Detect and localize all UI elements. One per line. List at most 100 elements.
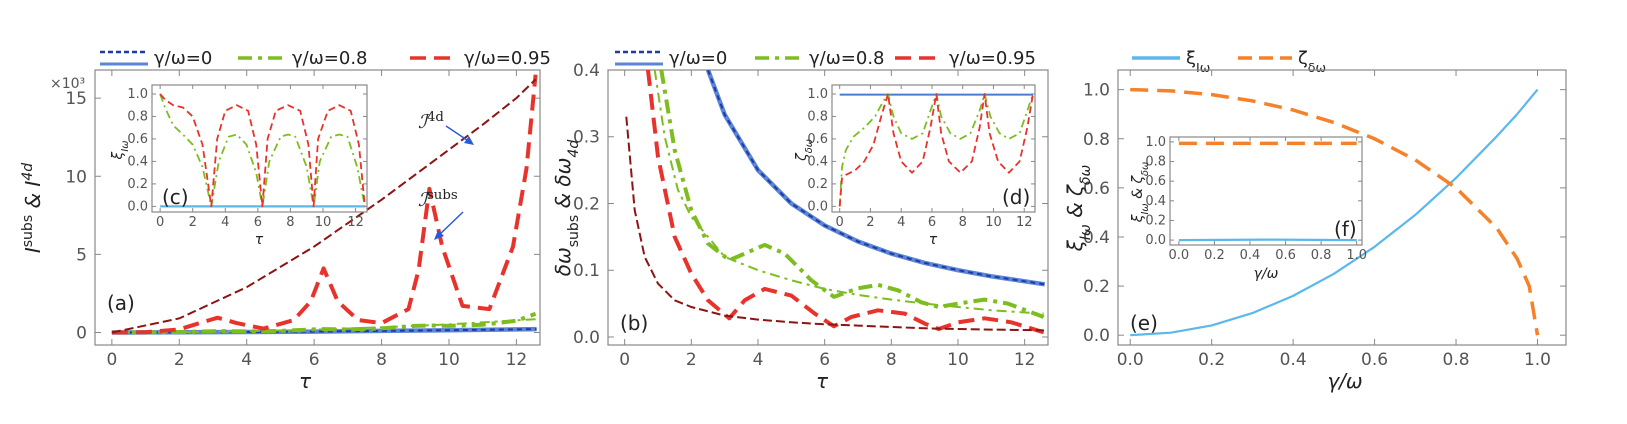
chart-c-ytick-label: 0.4 (127, 154, 148, 169)
chart-a-xtick-label: 12 (506, 350, 528, 370)
chart-c-xtick-label: 12 (347, 215, 364, 230)
chart-f-ytick-label: 0.4 (1145, 194, 1166, 209)
chart-a-ylabel: Isubs & I4d (20, 163, 45, 253)
chart-d-xlabel: τ (929, 232, 938, 248)
chart-a-xtick-label: 0 (106, 350, 117, 370)
chart-b-ytick-label: 0.4 (573, 61, 600, 81)
chart-f-xtick-label: 0.6 (1275, 248, 1296, 263)
chart-e-xtick-label: 0.8 (1443, 350, 1470, 370)
chart-c-xtick-label: 10 (315, 215, 332, 230)
chart-b-ytick-label: 0.2 (573, 194, 600, 214)
chart-c-series-3 (159, 93, 366, 208)
chart-d-ytick-label: 0.4 (807, 154, 828, 169)
legend-b-entry-3-label: γ/ω=0.95 (949, 48, 1036, 69)
chart-f-series-1 (1178, 238, 1357, 242)
chart-a-ytick-label: 10 (65, 167, 87, 187)
chart-e: 0.0 0.2 0.4 0.6 0.8 1.0 0.0 0.2 0.4 0.6 0.8 1.0 γ/ω ξ… (1063, 69, 1567, 393)
chart-e-xtick-label: 0.4 (1280, 350, 1307, 370)
chart-c-panel-label: (c) (162, 185, 189, 209)
chart-c-xtick-label: 0 (156, 215, 164, 230)
chart-e-ytick-label: 0.6 (1083, 179, 1110, 199)
legend-b: γ/ω=0 γ/ω=0.8 γ/ω=0.95 (615, 48, 1036, 69)
chart-b-series-group (625, 70, 1046, 335)
chart-f-xtick-label: 0.0 (1169, 248, 1190, 263)
chart-f-ytick-label: 0.0 (1145, 233, 1166, 248)
chart-b-ytick-label: 0.3 (573, 128, 600, 148)
chart-c-ytick-label: 0.2 (127, 177, 148, 192)
chart-a-ytick-label: 15 (65, 89, 87, 109)
chart-d-series-3 (838, 93, 1034, 207)
chart-e-ytick-label: 0.2 (1083, 277, 1110, 297)
chart-b-ytick-label: 0.1 (573, 261, 600, 281)
chart-c-ytick-label: 1.0 (127, 87, 148, 102)
chart-a-multiplier: ×10³ (50, 76, 85, 92)
legend-b-entry-1-label: γ/ω=0 (669, 48, 727, 69)
chart-b: 0 2 4 6 8 10 12 0.0 0.1 0.2 0.3 0.4 τ δωsubs & δω4d (b… (551, 61, 1049, 393)
chart-a-xtick-label: 4 (241, 350, 252, 370)
chart-f-xtick-label: 0.2 (1204, 248, 1225, 263)
chart-d-xtick-label: 12 (1016, 215, 1033, 230)
chart-f-panel-label: (f) (1334, 217, 1357, 241)
legend-a-entry-2-label: γ/ω=0.8 (292, 48, 368, 69)
chart-e-xtick-label: 0.0 (1117, 350, 1144, 370)
chart-f-xlabel: γ/ω (1254, 266, 1279, 282)
chart-a-frame (94, 69, 541, 346)
chart-b-xtick-label: 12 (1014, 350, 1036, 370)
chart-b-ytick-label: 0.0 (573, 328, 600, 348)
chart-e-xtick-label: 0.2 (1198, 350, 1225, 370)
chart-b-series-1-overlay (707, 70, 1045, 286)
chart-b-series-5 (625, 116, 1044, 332)
chart-f-ytick-label: 0.6 (1145, 174, 1166, 189)
legend-e-entry-1-label: ξIω (1186, 48, 1210, 75)
chart-a-annotation-4d-arrow (445, 125, 471, 143)
chart-d-panel-label: (d) (1002, 185, 1030, 209)
chart-d-xtick-label: 8 (959, 215, 967, 230)
chart-b-xtick-label: 4 (753, 350, 764, 370)
chart-b-xtick-label: 8 (886, 350, 897, 370)
chart-b-series-2 (659, 70, 1045, 319)
chart-f-xtick-label: 0.4 (1240, 248, 1261, 263)
chart-d-ylabel: ζδω (794, 139, 815, 162)
chart-a-xtick-label: 10 (438, 350, 460, 370)
legend-e-entry-2-label: ζδω (1298, 48, 1326, 75)
chart-f-xtick-label: 0.8 (1311, 248, 1332, 263)
chart-f-ytick-label: 1.0 (1145, 135, 1166, 150)
chart-c-ytick-label: 0.6 (127, 132, 148, 147)
legend-a-entry-1-label: γ/ω=0 (154, 48, 212, 69)
chart-d-ytick-label: 0.6 (807, 132, 828, 147)
chart-c-xtick-label: 8 (286, 215, 294, 230)
chart-b-xtick-label: 6 (819, 350, 830, 370)
chart-a-series-4 (111, 74, 538, 335)
chart-d-xtick-label: 2 (866, 215, 874, 230)
chart-a-xlabel: τ (299, 369, 312, 393)
chart-d-xtick-label: 10 (985, 215, 1002, 230)
legend-b-entry-2-label: γ/ω=0.8 (809, 48, 885, 69)
chart-a-series-group (111, 74, 538, 335)
chart-f-ytick-label: 0.2 (1145, 213, 1166, 228)
chart-e-series-2 (1130, 87, 1540, 336)
chart-b-series-3 (653, 70, 1044, 315)
chart-c-ytick-label: 0.8 (127, 109, 148, 124)
chart-b-series-4 (646, 70, 1045, 335)
chart-d-xtick-label: 4 (897, 215, 905, 230)
legend-e: ξIω ζδω (1132, 48, 1326, 75)
chart-c-frame (151, 84, 368, 213)
chart-c-ytick-label: 0.0 (127, 199, 148, 214)
chart-d-ytick-label: 1.0 (807, 87, 828, 102)
chart-e-ylabel: ξIω & ζδω (1063, 164, 1094, 252)
chart-e-frame (1117, 69, 1567, 346)
chart-d-inset: 0 2 4 6 8 10 12 0.0 0.2 0.4 0.6 0.8 1.0 τ ζδω (d) (794, 84, 1036, 248)
chart-c-ylabel: ξIω (110, 141, 131, 161)
chart-a-annotation-4d: ℐ4d (418, 110, 444, 134)
chart-b-xtick-label: 2 (686, 350, 697, 370)
chart-f-xtick-label: 1.0 (1346, 248, 1367, 263)
legend-a-entry-3-label: γ/ω=0.95 (464, 48, 551, 69)
chart-c-inset: 0 2 4 6 8 10 12 0.0 0.2 0.4 0.6 0.8 1.0 τ ξIω (c) (110, 84, 368, 248)
chart-a-annotation-subs-arrow (437, 211, 464, 237)
chart-b-ylabel: δωsubs & δω4d (551, 140, 582, 277)
chart-c-xtick-label: 6 (254, 215, 262, 230)
chart-e-panel-label: (e) (1130, 311, 1158, 335)
chart-f-inset: 0.0 0.2 0.4 0.6 0.8 1.0 0.0 0.2 0.4 0.6 0.8 1.0 γ/ω ξ… (1130, 135, 1367, 282)
chart-e-ytick-label: 0.4 (1083, 228, 1110, 248)
